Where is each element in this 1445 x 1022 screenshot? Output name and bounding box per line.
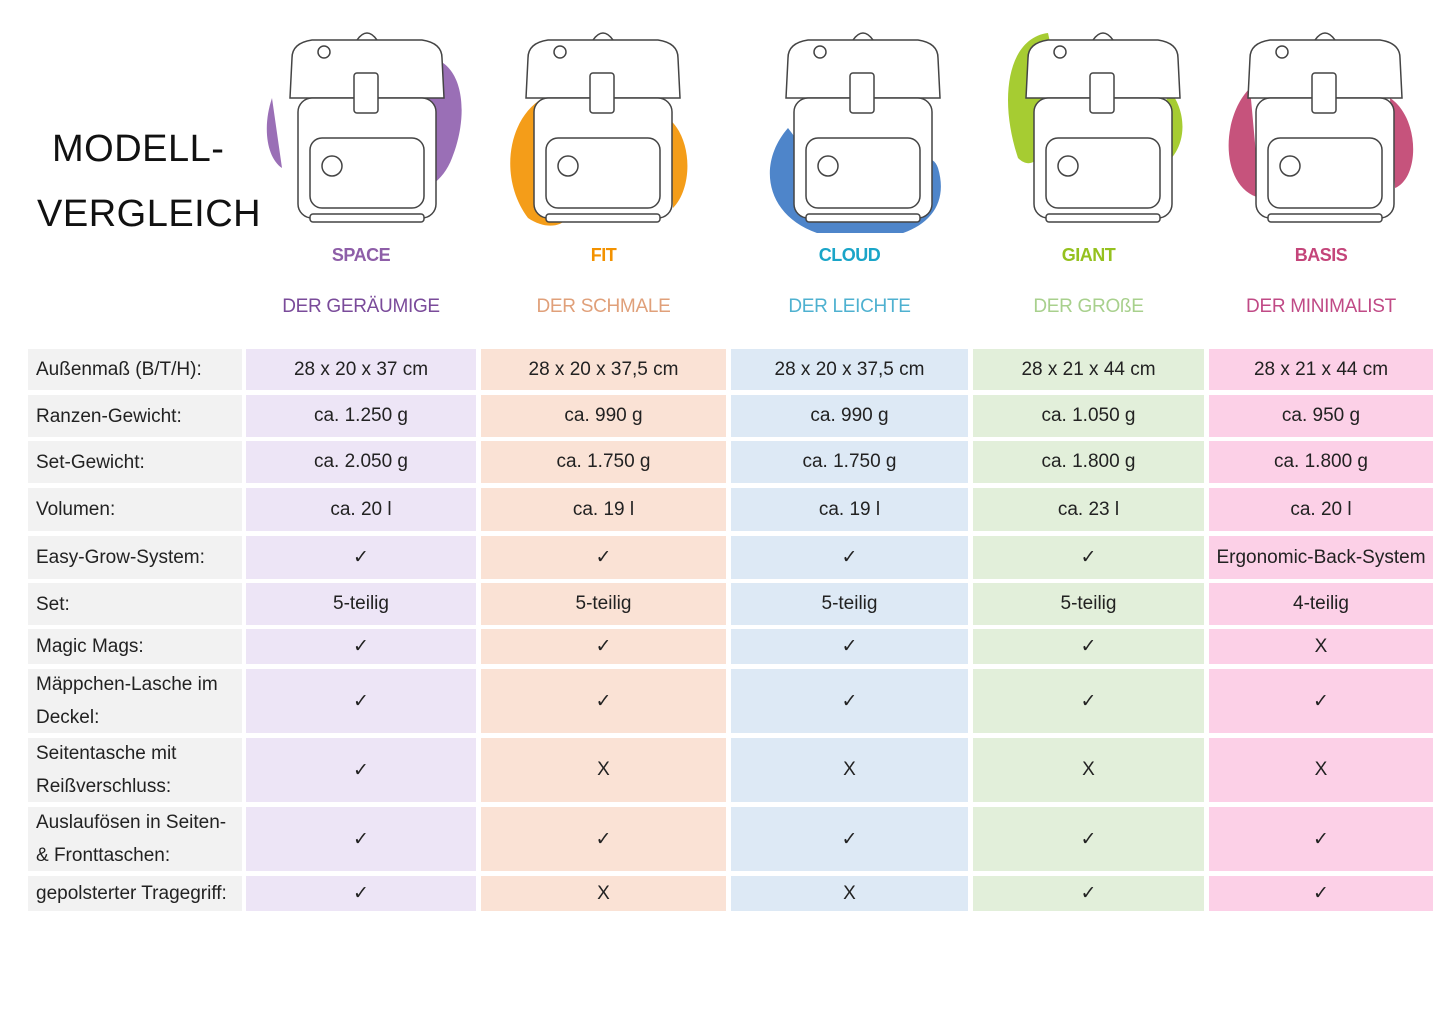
table-cell: ca. 1.050 g [973,395,1204,437]
table-cell: ca. 2.050 g [246,441,476,483]
row-label: gepolsterter Tragegriff: [28,876,242,911]
model-subtitle-space: DER GERÄUMIGE [282,296,440,317]
table-cell: ✓ [246,669,476,733]
backpack-image-fit [510,32,688,226]
table-cell: X [731,738,968,802]
row-label: Ranzen-Gewicht: [28,395,242,437]
table-cell: ca. 20 l [1209,488,1433,531]
backpack-image-giant [1008,32,1183,223]
table-cell: X [481,876,726,911]
table-cell: ca. 990 g [481,395,726,437]
row-label: Easy-Grow-System: [28,536,242,579]
page-title-line2: VERGLEICH [37,193,262,235]
table-cell: ca. 1.800 g [973,441,1204,483]
table-cell: X [1209,629,1433,664]
table-cell: ✓ [246,536,476,579]
table-cell: ✓ [973,807,1204,871]
table-cell: ✓ [246,738,476,802]
table-cell: ✓ [246,807,476,871]
table-cell: 28 x 21 x 44 cm [973,349,1204,390]
table-cell: 5-teilig [731,583,968,625]
table-cell: ca. 1.750 g [481,441,726,483]
table-cell: ca. 23 l [973,488,1204,531]
table-cell: ca. 990 g [731,395,968,437]
table-cell: 28 x 20 x 37 cm [246,349,476,390]
table-cell: ✓ [973,629,1204,664]
table-cell: ca. 19 l [481,488,726,531]
table-cell: ✓ [1209,876,1433,911]
table-cell: ca. 1.750 g [731,441,968,483]
table-cell: ca. 20 l [246,488,476,531]
row-label: Set-Gewicht: [28,441,242,483]
table-cell: 5-teilig [246,583,476,625]
table-cell: 28 x 21 x 44 cm [1209,349,1433,390]
model-subtitle-giant: DER GROßE [1033,296,1144,317]
row-label: Außenmaß (B/T/H): [28,349,242,390]
table-cell: ✓ [731,669,968,733]
table-cell: X [731,876,968,911]
row-label: Set: [28,583,242,625]
table-cell: 28 x 20 x 37,5 cm [731,349,968,390]
table-cell: ✓ [481,807,726,871]
table-cell: 5-teilig [973,583,1204,625]
table-cell: ✓ [481,536,726,579]
table-cell: ca. 19 l [731,488,968,531]
table-cell: 28 x 20 x 37,5 cm [481,349,726,390]
table-cell: ✓ [973,536,1204,579]
table-cell: ✓ [1209,807,1433,871]
table-cell: ✓ [731,536,968,579]
table-cell: ✓ [731,807,968,871]
row-label: Magic Mags: [28,629,242,664]
table-cell: ✓ [1209,669,1433,733]
table-cell: ca. 1.250 g [246,395,476,437]
backpack-image-cloud [769,32,941,233]
row-label: Auslaufösen in Seiten- & Fronttaschen: [28,807,242,871]
model-name-basis: BASIS [1294,245,1348,265]
model-name-cloud: CLOUD [818,245,881,265]
table-cell: ✓ [731,629,968,664]
table-cell: ✓ [246,629,476,664]
row-label: Volumen: [28,488,242,531]
table-cell: ✓ [481,669,726,733]
model-name-fit: FIT [590,245,617,265]
table-cell: ✓ [973,876,1204,911]
row-label: Seitentasche mit Reißverschluss: [28,738,242,802]
table-cell: ca. 950 g [1209,395,1433,437]
table-cell: X [481,738,726,802]
table-cell: ✓ [973,669,1204,733]
table-cell: 5-teilig [481,583,726,625]
row-label: Mäppchen-Lasche im Deckel: [28,669,242,733]
table-cell: X [1209,738,1433,802]
model-name-space: SPACE [331,245,391,265]
model-name-giant: GIANT [1061,245,1116,265]
table-cell: ✓ [481,629,726,664]
model-subtitle-cloud: DER LEICHTE [788,296,911,317]
table-cell: X [973,738,1204,802]
model-subtitle-basis: DER MINIMALIST [1246,296,1396,317]
model-subtitle-fit: DER SCHMALE [536,296,671,317]
table-cell: Ergonomic-Back-System [1209,536,1433,579]
table-cell: ca. 1.800 g [1209,441,1433,483]
table-cell: 4-teilig [1209,583,1433,625]
table-cell: ✓ [246,876,476,911]
backpack-image-space [266,32,462,223]
page-title-line1: MODELL- [52,128,225,170]
backpack-image-basis [1228,32,1414,223]
